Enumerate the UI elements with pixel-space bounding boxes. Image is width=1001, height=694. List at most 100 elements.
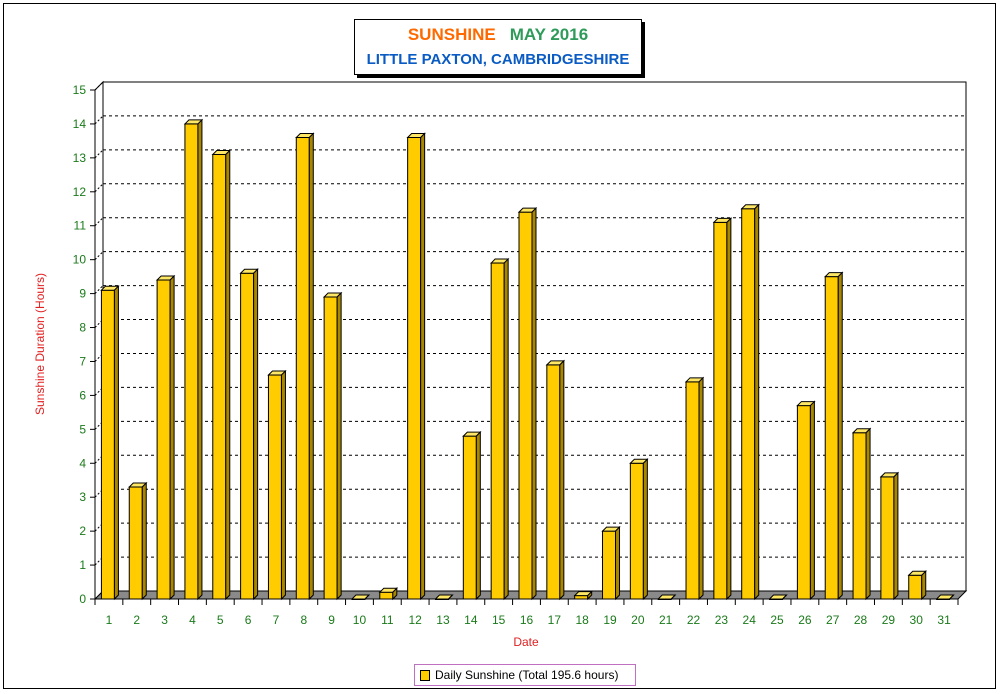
legend-swatch	[420, 669, 430, 681]
y-tick-label: 7	[79, 354, 86, 368]
bar	[184, 123, 199, 600]
bar	[796, 405, 811, 600]
bar-side	[615, 525, 621, 601]
x-tick-label: 17	[548, 613, 562, 627]
bar-side	[308, 132, 314, 601]
bar-side	[141, 481, 147, 601]
x-tick-label: 1	[106, 613, 113, 627]
y-tick-label: 6	[79, 388, 86, 402]
bar	[379, 591, 394, 600]
x-tick-label: 24	[743, 613, 757, 627]
chart-title-measure: SUNSHINE	[407, 25, 496, 44]
bar-side	[809, 400, 815, 601]
chart-title-period: MAY 2016	[509, 25, 589, 44]
bar	[267, 374, 282, 600]
chart-legend: Daily Sunshine (Total 195.6 hours)	[414, 664, 636, 686]
bar	[128, 486, 143, 600]
y-tick-label: 4	[79, 456, 86, 470]
x-tick-label: 26	[798, 613, 812, 627]
x-axis-title: Date	[513, 635, 539, 649]
bar-side	[225, 149, 231, 601]
y-tick-label: 14	[73, 117, 87, 131]
bar-side	[698, 376, 704, 601]
bar-side	[336, 291, 342, 601]
bar-side	[253, 268, 259, 601]
y-tick-label: 5	[79, 422, 86, 436]
bar	[713, 221, 728, 600]
bar-side	[392, 587, 398, 601]
bar	[685, 381, 700, 600]
bar	[908, 574, 923, 600]
bar-side	[726, 217, 732, 601]
bar	[407, 137, 422, 600]
bar-side	[837, 271, 843, 601]
bar	[323, 296, 338, 600]
x-tick-label: 27	[826, 613, 840, 627]
y-tick-label: 11	[74, 219, 87, 233]
bar-side	[754, 203, 760, 601]
bar-side	[475, 430, 481, 601]
bar-side	[865, 427, 871, 601]
x-tick-label: 21	[659, 613, 673, 627]
x-tick-label: 16	[520, 613, 534, 627]
x-tick-label: 31	[937, 613, 951, 627]
bar	[546, 364, 561, 600]
bar	[741, 208, 756, 600]
y-axis-title: Sunshine Duration (Hours)	[33, 273, 47, 415]
bar-side	[949, 594, 954, 600]
gridline-side	[94, 217, 104, 227]
x-tick-label: 9	[328, 613, 335, 627]
chart-title: SUNSHINE MAY 2016	[355, 25, 641, 45]
bar	[602, 530, 617, 600]
gridline-side	[94, 285, 104, 294]
x-tick-label: 8	[300, 613, 307, 627]
x-tick-label: 22	[687, 613, 701, 627]
y-tick-label: 15	[73, 83, 87, 97]
y-tick-label: 3	[79, 490, 86, 504]
gridline-side	[94, 149, 104, 159]
bar-side	[782, 594, 787, 600]
chart-title-box: SUNSHINE MAY 2016 LITTLE PAXTON, CAMBRIDG…	[354, 19, 642, 75]
x-tick-label: 19	[603, 613, 617, 627]
bar	[852, 432, 867, 600]
bar	[156, 279, 171, 600]
bar-side	[503, 257, 509, 601]
x-tick-label: 29	[882, 613, 896, 627]
bar-side	[642, 458, 648, 601]
x-tick-label: 11	[381, 613, 394, 627]
bar-side	[893, 471, 899, 601]
x-tick-label: 28	[854, 613, 868, 627]
bar-side	[587, 590, 593, 601]
x-tick-label: 10	[353, 613, 367, 627]
y-tick-label: 2	[79, 524, 86, 538]
x-tick-label: 12	[408, 613, 422, 627]
bar	[518, 211, 533, 600]
bar-side	[921, 570, 927, 601]
y-tick-label: 10	[73, 253, 87, 267]
legend-label: Daily Sunshine (Total 195.6 hours)	[435, 668, 619, 682]
bar	[462, 435, 477, 600]
bar	[824, 276, 839, 600]
bar	[490, 262, 505, 600]
bar-side	[559, 359, 565, 601]
y-tick-label: 12	[73, 185, 87, 199]
x-tick-label: 4	[189, 613, 196, 627]
x-tick-label: 25	[770, 613, 784, 627]
y-tick-label: 9	[79, 287, 86, 301]
bar-side	[197, 118, 203, 601]
gridline-side	[94, 251, 104, 261]
x-tick-label: 6	[245, 613, 252, 627]
x-tick-label: 3	[161, 613, 168, 627]
bar-side	[364, 594, 370, 600]
bar-side	[531, 206, 537, 601]
x-tick-label: 13	[436, 613, 450, 627]
gridline-side	[94, 183, 104, 193]
x-tick-label: 18	[575, 613, 589, 627]
bar-side	[280, 369, 286, 601]
bar	[629, 462, 644, 600]
bar	[880, 476, 895, 600]
x-tick-label: 15	[492, 613, 506, 627]
x-tick-label: 14	[464, 613, 478, 627]
x-tick-label: 5	[217, 613, 224, 627]
bar	[295, 137, 310, 600]
